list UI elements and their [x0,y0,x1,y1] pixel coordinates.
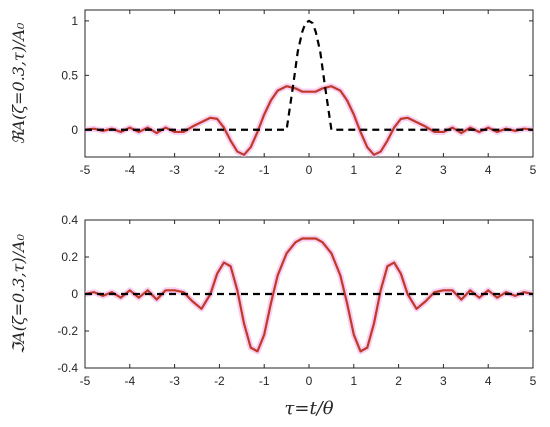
x-tick-label: -2 [214,163,225,177]
x-tick-label: 1 [350,374,357,388]
y-tick-label: 0.2 [61,250,78,264]
x-tick-label: 3 [440,374,447,388]
x-tick-label: 4 [485,163,492,177]
x-tick-label: 2 [395,163,402,177]
x-tick-label: 5 [530,374,537,388]
series-line-solid [85,85,533,156]
y-tick-label: 1 [71,14,78,28]
x-tick-label: -5 [80,163,91,177]
plot-panel-1: -5 -4 -3 -2 -1 0 1 2 3 4 5 0 0.5 1 ℜA(ζ=0.3,τ)/A₀ [9,9,537,177]
y-tick-label: 0 [71,287,78,301]
x-tick-label: 3 [440,163,447,177]
y-tick-label: 0.5 [61,68,78,82]
plot-panel-2: -5 -4 -3 -2 -1 0 1 2 3 4 5 -0.4 -0.2 0 0.2 0.4 ℑA(ζ=0.3,… [9,213,537,419]
y-tick-label: -0.2 [57,324,78,338]
x-tick-label: 2 [395,374,402,388]
x-tick-label: -5 [80,374,91,388]
x-tick-label: -1 [259,163,270,177]
y-tick-label: -0.4 [57,361,78,375]
y-tick-label: 0 [71,123,78,137]
series-line-dashed [85,19,533,131]
y-tick-label: 0.4 [61,213,78,227]
x-axis-label: τ=t/θ [284,398,333,419]
x-tick-label: -3 [169,374,180,388]
x-tick-label: -4 [124,374,135,388]
series-glow [85,83,533,157]
x-tick-label: -1 [259,374,270,388]
axes-frame [84,9,534,158]
x-tick-label: 0 [306,163,313,177]
x-tick-label: -3 [169,163,180,177]
x-tick-label: 4 [485,374,492,388]
x-tick-label: 5 [530,163,537,177]
series-line-solid [85,237,533,353]
y-axis-label: ℑA(ζ=0.3,τ)/A₀ [9,233,28,354]
x-tick-label: 0 [306,374,313,388]
x-tick-label: -4 [124,163,135,177]
x-tick-label: -2 [214,374,225,388]
x-tick-label: 1 [350,163,357,177]
y-axis-label: ℜA(ζ=0.3,τ)/A₀ [9,22,28,144]
